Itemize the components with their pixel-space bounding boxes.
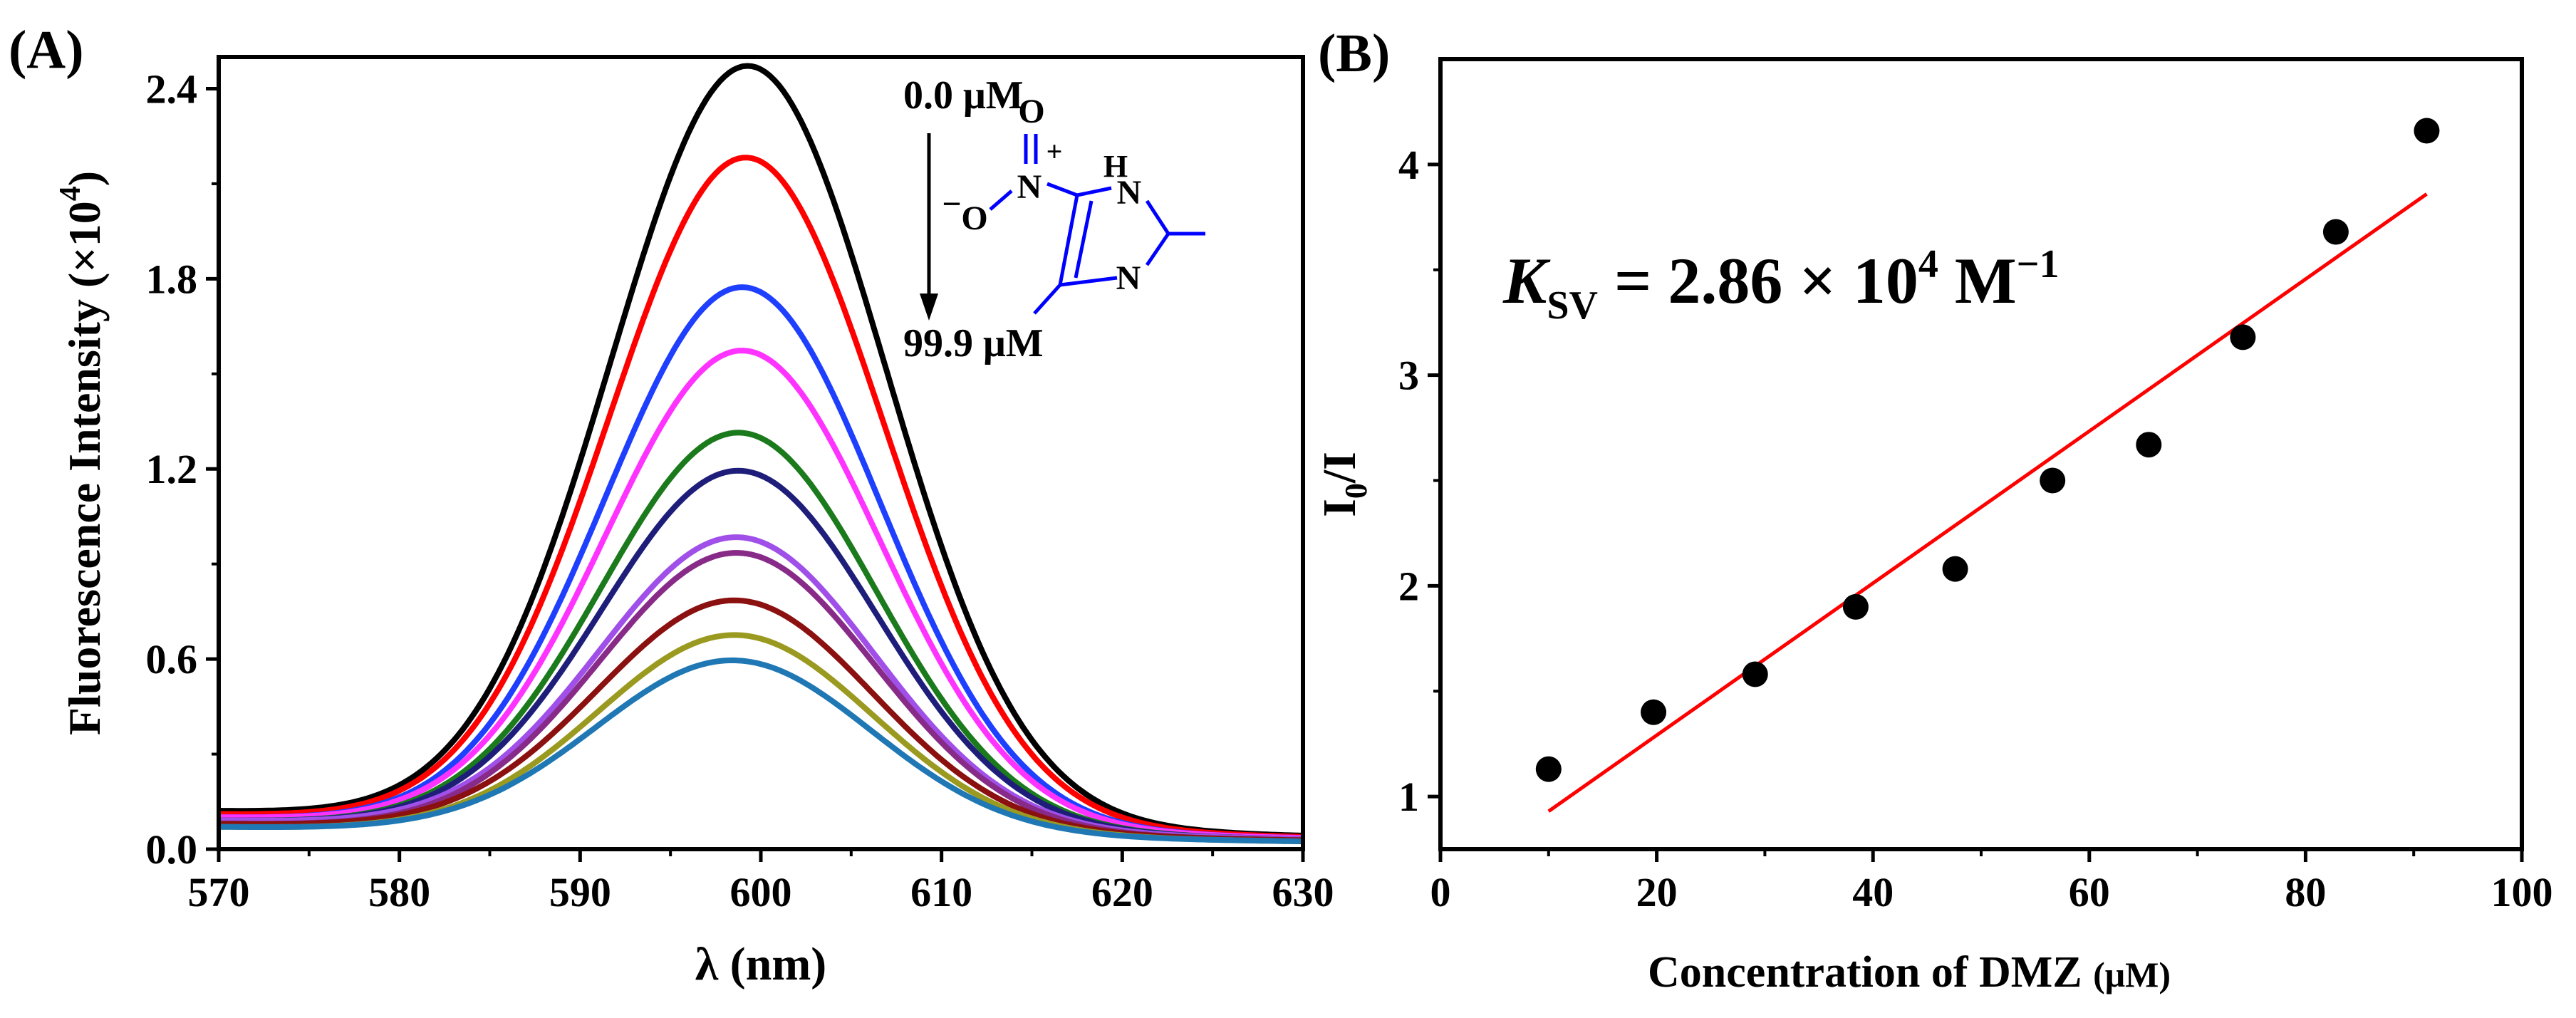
x-tick-label: 40 (1852, 869, 1894, 915)
charge-plus: + (1046, 135, 1063, 167)
atom-n3: N (1116, 259, 1141, 297)
y-tick-label: 4 (1398, 142, 1419, 188)
panel-a-x-ticks: 570 580 590 600 610 620 630 (188, 849, 1334, 915)
y-label-main: I (1314, 499, 1366, 517)
x-tick-label: 570 (188, 869, 250, 915)
spectra-curves (218, 63, 1304, 845)
y-tick-label: 3 (1398, 353, 1419, 399)
data-point (2040, 467, 2066, 494)
panel-b-plot-frame (1438, 57, 2524, 851)
ksv-k: K (1502, 244, 1551, 317)
annotation-end-concentration: 99.9 μM (903, 321, 1044, 365)
spectrum-curve-6 (219, 467, 1304, 842)
panel-a-x-axis-label: λ (nm) (695, 938, 827, 990)
x-label-main: Concentration of DMZ (1648, 948, 2093, 997)
methyl-bond-c4 (1033, 284, 1061, 315)
x-tick-label: 590 (549, 869, 611, 915)
atom-n1: N (1117, 174, 1142, 212)
y-label-subscript: 0 (1339, 483, 1373, 499)
x-tick-label: 600 (730, 869, 792, 915)
annotation-start-concentration: 0.0 μM (903, 73, 1024, 118)
atom-h: H (1103, 149, 1128, 184)
x-tick-label: 620 (1091, 869, 1153, 915)
panel-b-y-ticks: 1 2 3 4 (1398, 142, 1440, 820)
data-point (1535, 756, 1562, 782)
data-point (1641, 699, 1667, 725)
y-label-close: ) (59, 171, 110, 186)
panel-b-label: (B) (1318, 24, 1390, 83)
decrease-arrow-head (920, 294, 938, 321)
panel-a-y-ticks: 0.0 0.6 1.2 1.8 2.4 (146, 66, 219, 873)
data-point (1742, 661, 1768, 687)
ksv-exponent: 4 (1918, 242, 1938, 286)
panel-a-label: (A) (9, 20, 84, 80)
n-o-single-bond (989, 189, 1013, 211)
dimetridazole-structure: O N + O − N H N (942, 93, 1205, 315)
x-label-unit: (μM) (2093, 955, 2171, 994)
ring-bond-c2-n3 (1145, 232, 1170, 266)
x-tick-label: 100 (2491, 869, 2553, 915)
ksv-subscript: SV (1547, 284, 1598, 328)
x-tick-label: 610 (910, 869, 972, 915)
data-point (2136, 432, 2162, 458)
atom-o-left: O (961, 199, 987, 237)
data-point (2230, 324, 2256, 350)
panel-a-y-axis-label: Fluorescence Intensity (×104) (54, 171, 110, 735)
y-label-rest: /I (1314, 452, 1366, 484)
panel-b-x-axis-label: Concentration of DMZ (μM) (1648, 948, 2171, 997)
y-tick-label: 2.4 (146, 66, 198, 112)
ring-bond-n1-c2 (1145, 199, 1170, 235)
spectrum-curve-1 (218, 63, 1304, 838)
y-label-exponent: 4 (54, 186, 87, 201)
ring-bond-c4-c5 (1058, 194, 1079, 286)
ring-double-bond (1074, 200, 1094, 279)
x-tick-label: 20 (1636, 869, 1678, 915)
ring-bond-c5-n1 (1076, 186, 1112, 197)
x-tick-label: 80 (2285, 869, 2326, 915)
data-point (1942, 556, 1968, 582)
y-tick-label: 0.6 (146, 636, 198, 682)
x-tick-label: 580 (368, 869, 430, 915)
y-tick-label: 1.8 (146, 256, 198, 302)
ksv-unit: M (1938, 244, 2017, 317)
panel-b-y-axis-label: I0/I (1314, 452, 1373, 517)
ksv-annotation: KSV = 2.86 × 104 M−1 (1502, 242, 2060, 328)
y-tick-label: 1 (1398, 774, 1419, 820)
spectrum-curve-11 (218, 657, 1304, 845)
atom-n-nitro: N (1017, 168, 1042, 206)
y-tick-label: 0.0 (146, 826, 198, 873)
data-point (2414, 118, 2440, 144)
spectrum-curve-2 (219, 155, 1304, 840)
nitro-bond (1046, 182, 1078, 197)
x-tick-label: 60 (2069, 869, 2110, 915)
ksv-value: = 2.86 × 10 (1598, 244, 1918, 317)
spectrum-curve-3 (219, 284, 1304, 841)
charge-minus: − (942, 185, 961, 223)
x-tick-label: 0 (1430, 869, 1451, 915)
ring-bond-n3-c4 (1059, 276, 1118, 287)
y-tick-label: 2 (1398, 563, 1419, 609)
spectrum-curve-4 (219, 348, 1304, 841)
x-tick-label: 630 (1272, 869, 1334, 915)
y-tick-label: 1.2 (146, 446, 198, 492)
data-points (1535, 118, 2440, 782)
data-point (1842, 593, 1869, 620)
panel-a-fluorescence-spectra: 570 580 590 600 610 620 630 0.0 0.6 1.2 1.8 2.4 (A… (9, 20, 1334, 990)
ksv-unit-exponent: −1 (2017, 242, 2060, 286)
y-label-main: Fluorescence Intensity (×10 (59, 201, 110, 735)
data-point (2322, 219, 2349, 245)
atom-o-top: O (1018, 93, 1044, 130)
linear-fit-line (1547, 192, 2428, 813)
panel-b-x-ticks: 0 20 40 60 80 100 (1430, 849, 2553, 915)
